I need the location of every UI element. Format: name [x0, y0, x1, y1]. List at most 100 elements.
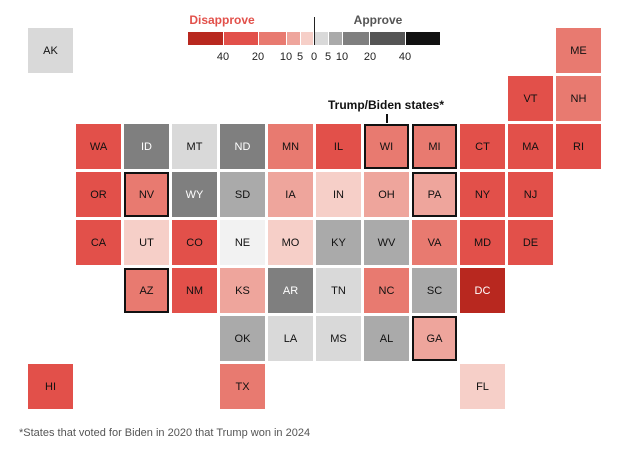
state-tile-il: IL [316, 124, 361, 169]
state-tile-wv: WV [364, 220, 409, 265]
state-tile-co: CO [172, 220, 217, 265]
state-tile-md: MD [460, 220, 505, 265]
legend-tick: 5 [296, 51, 304, 63]
legend-swatch-d40 [188, 32, 223, 45]
state-tile-wy: WY [172, 172, 217, 217]
state-tile-ky: KY [316, 220, 361, 265]
state-tile-fl: FL [460, 364, 505, 409]
state-label: SD [234, 188, 251, 201]
state-label: IL [333, 140, 344, 153]
state-label: NV [138, 188, 155, 201]
state-label: KS [235, 284, 250, 297]
state-label: AZ [139, 284, 154, 297]
state-tile-mo: MO [268, 220, 313, 265]
state-tile-sc: SC [412, 268, 457, 313]
state-tile-tn: TN [316, 268, 361, 313]
state-tile-nm: NM [172, 268, 217, 313]
legend-swatch-a0 [314, 32, 328, 45]
legend-tick: 20 [251, 51, 265, 63]
legend-tick: 10 [335, 51, 349, 63]
state-label: WA [89, 140, 108, 153]
state-label: NJ [523, 188, 538, 201]
state-tile-ct: CT [460, 124, 505, 169]
state-tile-ok: OK [220, 316, 265, 361]
state-tile-az: AZ [124, 268, 169, 313]
state-label: OR [90, 188, 107, 201]
trump-biden-annotation: Trump/Biden states* [327, 98, 445, 112]
state-label: GA [426, 332, 443, 345]
state-label: WI [379, 140, 394, 153]
state-label: MN [281, 140, 300, 153]
state-label: NC [378, 284, 395, 297]
state-label: NM [185, 284, 204, 297]
state-tile-mn: MN [268, 124, 313, 169]
state-tile-mi: MI [412, 124, 457, 169]
state-tile-ga: GA [412, 316, 457, 361]
state-tile-hi: HI [28, 364, 73, 409]
state-label: IA [285, 188, 296, 201]
state-tile-nv: NV [124, 172, 169, 217]
state-label: ID [141, 140, 152, 153]
state-label: MT [186, 140, 203, 153]
state-label: OK [234, 332, 251, 345]
state-label: DE [522, 236, 539, 249]
state-tile-id: ID [124, 124, 169, 169]
state-tile-or: OR [76, 172, 121, 217]
state-tile-wa: WA [76, 124, 121, 169]
state-label: MS [330, 332, 347, 345]
legend-tick: 10 [279, 51, 293, 63]
state-tile-ia: IA [268, 172, 313, 217]
state-tile-va: VA [412, 220, 457, 265]
state-label: IN [333, 188, 344, 201]
state-label: AL [379, 332, 394, 345]
state-label: MD [473, 236, 492, 249]
state-tile-nj: NJ [508, 172, 553, 217]
legend-swatch-d5 [287, 32, 300, 45]
legend-disapprove-label: Disapprove [189, 13, 255, 27]
legend-tick: 20 [363, 51, 377, 63]
legend-swatch-a40 [406, 32, 440, 45]
state-tile-sd: SD [220, 172, 265, 217]
state-tile-dc: DC [460, 268, 505, 313]
state-tile-in: IN [316, 172, 361, 217]
state-label: ND [234, 140, 251, 153]
state-tile-ks: KS [220, 268, 265, 313]
legend-swatch-a10 [343, 32, 369, 45]
state-tile-vt: VT [508, 76, 553, 121]
state-tile-de: DE [508, 220, 553, 265]
state-tile-ut: UT [124, 220, 169, 265]
state-label: WY [185, 188, 204, 201]
state-label: CO [186, 236, 203, 249]
legend-swatch-a20 [370, 32, 405, 45]
state-tile-oh: OH [364, 172, 409, 217]
state-tile-tx: TX [220, 364, 265, 409]
state-label: WV [377, 236, 396, 249]
state-label: VA [427, 236, 442, 249]
state-tile-ri: RI [556, 124, 601, 169]
state-label: SC [426, 284, 443, 297]
state-tile-ak: AK [28, 28, 73, 73]
state-tile-nd: ND [220, 124, 265, 169]
state-label: TN [331, 284, 346, 297]
state-tile-ca: CA [76, 220, 121, 265]
state-label: PA [427, 188, 442, 201]
state-tile-ma: MA [508, 124, 553, 169]
state-tile-nh: NH [556, 76, 601, 121]
state-label: TX [235, 380, 250, 393]
state-tile-wi: WI [364, 124, 409, 169]
state-label: NE [234, 236, 251, 249]
state-label: UT [139, 236, 154, 249]
state-label: VT [523, 92, 538, 105]
state-label: MO [281, 236, 300, 249]
state-label: AK [43, 44, 58, 57]
legend-swatch-d0 [301, 32, 313, 45]
state-tile-la: LA [268, 316, 313, 361]
state-label: MI [428, 140, 441, 153]
annotation-pointer [386, 114, 388, 123]
state-label: MA [522, 140, 539, 153]
state-label: ME [570, 44, 587, 57]
state-tile-mt: MT [172, 124, 217, 169]
legend-tick: 5 [324, 51, 332, 63]
state-label: DC [474, 284, 491, 297]
footnote: *States that voted for Biden in 2020 tha… [19, 427, 311, 439]
